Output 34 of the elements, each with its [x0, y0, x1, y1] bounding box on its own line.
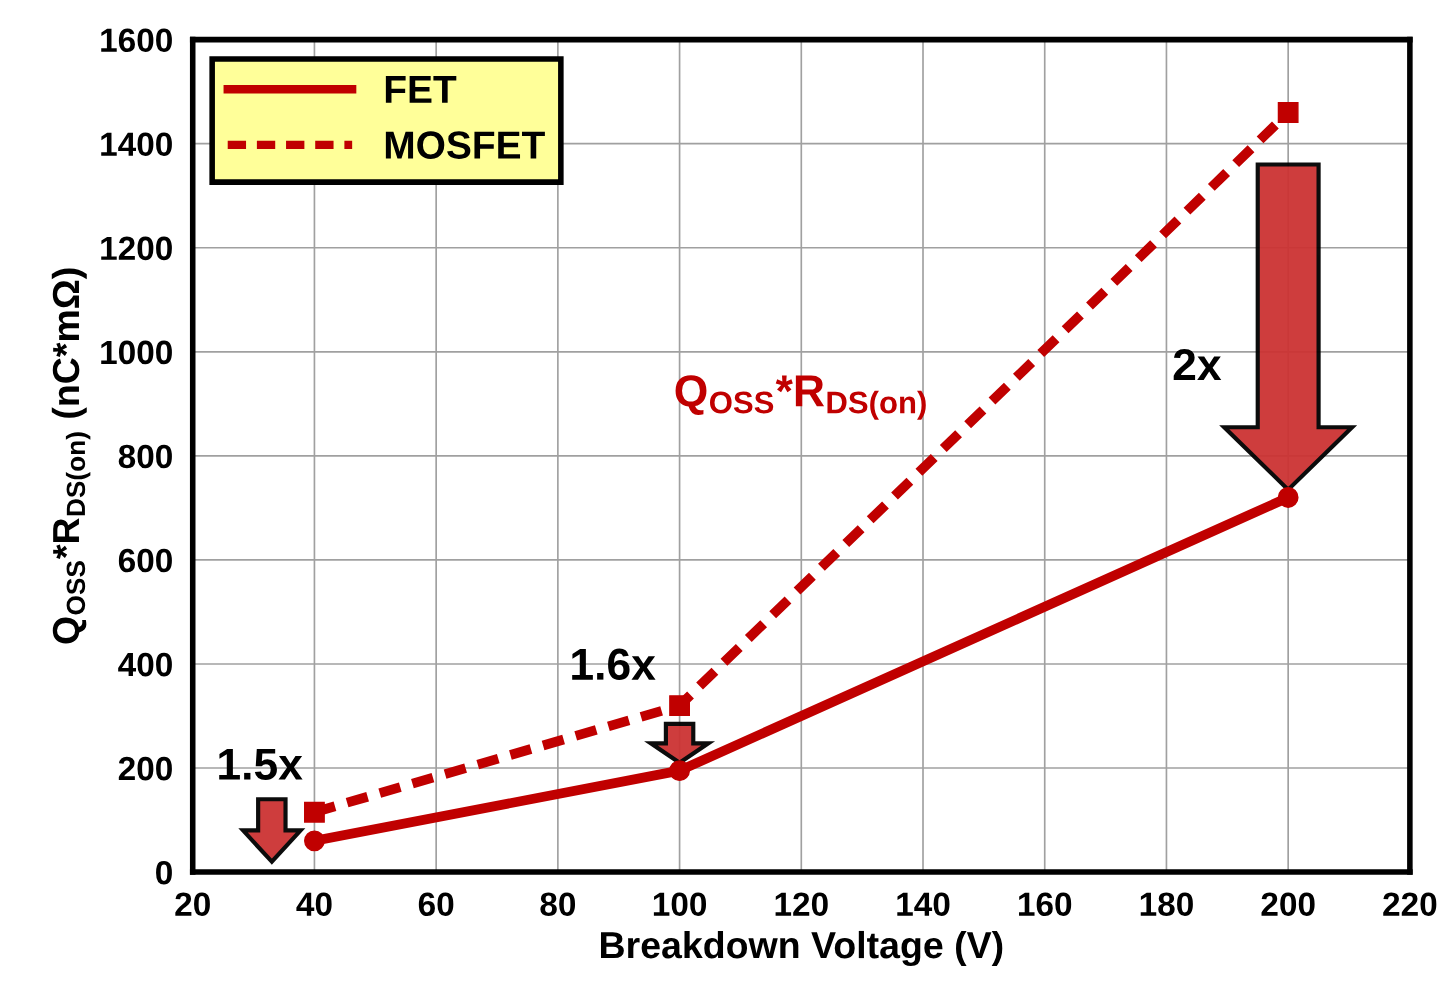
annotation: 1.6x [572, 648, 656, 681]
point [1277, 487, 1299, 508]
y-tick-label: 1200 [101, 236, 172, 261]
y-tick-label: 400 [118, 652, 172, 677]
legend-label: MOSFET [385, 131, 545, 159]
x-tick-label: 220 [1383, 892, 1437, 917]
x-tick-label: 120 [775, 892, 828, 917]
point [669, 760, 690, 782]
point [304, 830, 325, 852]
x-tick-label: 140 [897, 892, 950, 917]
y-tick-label: 200 [118, 756, 172, 781]
annotation: 2x [1173, 348, 1222, 380]
x-tick-label: 80 [540, 892, 576, 917]
x-tick-label: 20 [175, 892, 210, 917]
point [669, 695, 690, 717]
x-tick-label: 60 [418, 892, 454, 917]
point [1277, 102, 1299, 123]
x-tick-label: 200 [1261, 892, 1315, 917]
y-tick-label: 1600 [101, 28, 172, 53]
annotation: 1.5x [219, 748, 303, 780]
x-tick-label: 160 [1019, 892, 1072, 917]
x-tick-label: 40 [296, 892, 332, 917]
annotation: Q$_{OSS}$*R$_{DS(on)}$ [675, 375, 926, 420]
y-tick-label: 600 [118, 548, 172, 573]
point [304, 801, 325, 823]
legend-label: FET [385, 76, 457, 103]
y-tick-label: 1400 [101, 132, 172, 157]
y-axis-title: Q$_{OSS}$*R$_{DS(on)}$ (nC*mΩ) [51, 268, 91, 644]
x-tick-label: 180 [1140, 892, 1193, 917]
y-tick-label: 800 [118, 444, 172, 469]
x-axis-title: Breakdown Voltage (V) [601, 930, 1003, 967]
y-tick-label: 0 [156, 860, 172, 885]
y-tick-label: 1000 [101, 340, 172, 365]
x-tick-label: 100 [653, 892, 707, 917]
